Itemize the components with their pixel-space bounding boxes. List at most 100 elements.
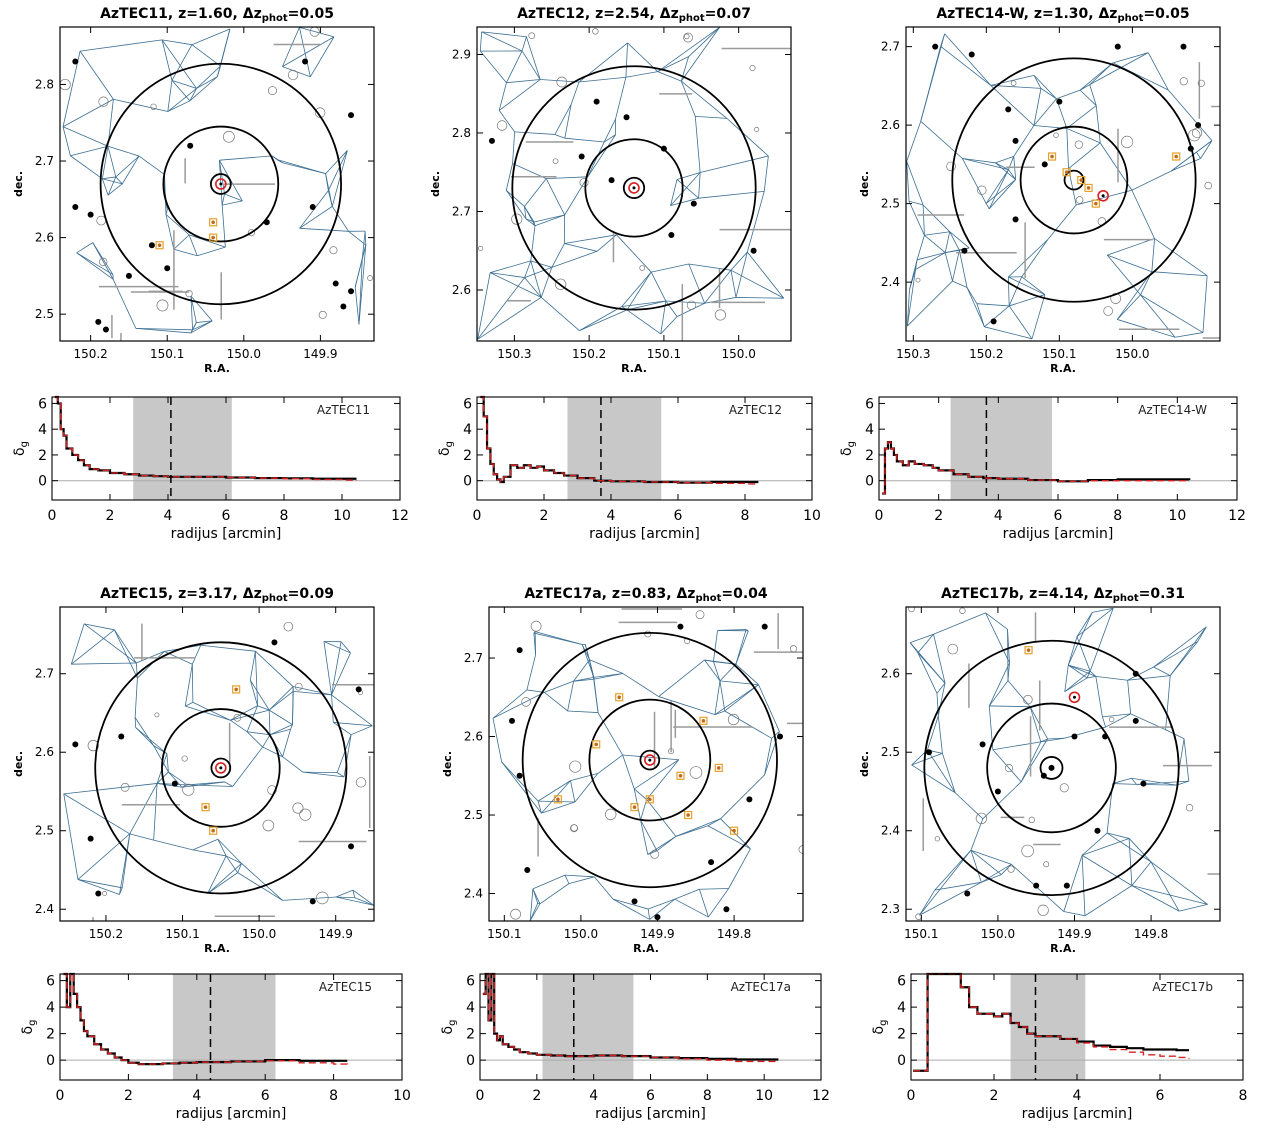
smg-marker	[1097, 189, 1109, 202]
voronoi-edge	[554, 104, 572, 135]
galaxy-point	[925, 749, 932, 756]
galaxy-point	[1056, 98, 1063, 105]
galaxy-point	[118, 733, 125, 740]
voronoi-edge	[649, 898, 676, 920]
aperture-circle	[951, 57, 1197, 303]
voronoi-edge	[1183, 738, 1190, 782]
voronoi-edge	[597, 712, 623, 756]
voronoi-edge	[165, 200, 167, 215]
member-point	[701, 719, 706, 723]
voronoi-edge	[63, 793, 130, 835]
x-tick-label: 6	[222, 508, 231, 524]
voronoi-edge	[115, 155, 140, 178]
voronoi-edge	[927, 749, 956, 793]
voronoi-edge	[650, 271, 667, 302]
member-point	[617, 695, 621, 700]
voronoi-edge	[934, 881, 982, 891]
member-marker	[1172, 152, 1181, 161]
voronoi-edge	[101, 146, 109, 179]
voronoi-edge	[335, 896, 374, 906]
voronoi-edge	[917, 652, 938, 694]
voronoi-edge	[970, 849, 1012, 865]
galaxy-point	[1040, 772, 1047, 779]
aperture-circle	[161, 708, 281, 828]
voronoi-edge	[539, 883, 570, 905]
mask-circle	[329, 246, 338, 255]
map-texture	[908, 607, 1220, 920]
voronoi-edge	[526, 36, 541, 80]
voronoi-edge	[501, 761, 542, 814]
x-tick-label: 0	[56, 1088, 65, 1104]
voronoi-edge	[282, 27, 300, 67]
voronoi-edge	[299, 206, 333, 229]
galaxy-point	[708, 859, 715, 866]
x-tick-label: 2	[540, 508, 549, 524]
voronoi-edge	[340, 641, 351, 654]
voronoi-edge	[1140, 294, 1176, 338]
voronoi-edge	[530, 260, 542, 298]
x-tick-label: 2	[934, 508, 943, 524]
mask-circle	[695, 610, 705, 620]
smg-point	[632, 186, 636, 190]
voronoi-edge	[492, 718, 503, 762]
profile-series-model	[482, 973, 780, 1063]
voronoi-edge	[80, 39, 163, 52]
voronoi-edge	[153, 839, 193, 851]
voronoi-edge	[714, 684, 759, 715]
x-axis-label: radijus [arcmin]	[1022, 1106, 1133, 1122]
voronoi-edge	[1047, 204, 1077, 240]
voronoi-edge	[492, 691, 545, 719]
profile-series-model	[54, 396, 358, 481]
voronoi-edge	[479, 50, 507, 83]
voronoi-edge	[336, 734, 352, 773]
shaded-range	[133, 397, 232, 500]
aperture-circle	[94, 641, 348, 895]
voronoi-edge	[1056, 89, 1081, 100]
galaxy-point	[95, 318, 102, 325]
x-tick-label: 10	[1168, 508, 1186, 524]
mask-circle	[554, 278, 567, 290]
voronoi-edge	[670, 172, 701, 206]
y-axis-label: dec.	[12, 171, 25, 197]
voronoi-edge	[498, 79, 541, 111]
voronoi-edge	[512, 131, 516, 164]
galaxy-point	[271, 639, 278, 646]
voronoi-edge	[77, 833, 131, 880]
mask-circle	[182, 783, 195, 796]
mask-circle	[510, 908, 521, 920]
y-axis-label: dec.	[12, 751, 25, 777]
mask-circle	[644, 630, 652, 638]
voronoi-edge	[479, 31, 483, 52]
map-texture	[492, 608, 803, 921]
y-tick-label: 2.4	[464, 887, 483, 901]
voronoi-edge	[985, 612, 1008, 630]
voronoi-edge	[564, 234, 617, 244]
voronoi-edge	[1031, 294, 1046, 339]
voronoi-edge	[188, 234, 198, 256]
profile-series-model	[913, 973, 1190, 1072]
voronoi-edge	[621, 271, 652, 307]
voronoi-edge	[477, 297, 542, 340]
voronoi-edge	[1128, 838, 1133, 886]
y-tick-label: 2.8	[35, 77, 54, 91]
x-tick-label: 8	[329, 1088, 338, 1104]
voronoi-edge	[333, 722, 373, 727]
galaxy-point	[263, 219, 270, 226]
voronoi-edge	[1127, 675, 1171, 681]
galaxy-point	[164, 265, 171, 272]
voronoi-edge	[564, 874, 595, 878]
galaxy-point	[1187, 145, 1194, 152]
voronoi-edge	[906, 121, 922, 162]
voronoi-edge	[1131, 777, 1137, 785]
voronoi-edge	[546, 176, 588, 180]
smg-marker	[1068, 691, 1081, 704]
voronoi-edge	[970, 850, 982, 883]
voronoi-edge	[1176, 780, 1189, 786]
member-marker	[1091, 199, 1100, 208]
voronoi-edge	[191, 44, 221, 67]
voronoi-edge	[354, 897, 374, 906]
voronoi-edge	[207, 855, 227, 894]
mask-circle	[355, 777, 367, 788]
mask-circle	[604, 808, 617, 821]
voronoi-edge	[102, 176, 116, 180]
